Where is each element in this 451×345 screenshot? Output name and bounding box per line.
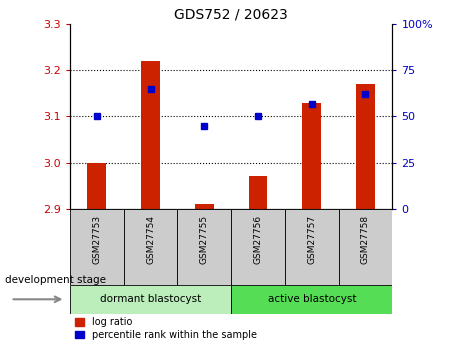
Bar [70,209,124,285]
Title: GDS752 / 20623: GDS752 / 20623 [174,8,288,22]
Text: dormant blastocyst: dormant blastocyst [100,294,201,304]
Text: GSM27754: GSM27754 [146,215,155,264]
Bar [87,162,106,209]
Text: GSM27758: GSM27758 [361,215,370,264]
Bar [231,209,285,285]
Text: active blastocyst: active blastocyst [267,294,356,304]
Text: development stage: development stage [5,275,106,285]
Bar [124,209,177,285]
Legend: log ratio, percentile rank within the sample: log ratio, percentile rank within the sa… [75,317,257,340]
Bar [141,61,160,209]
Text: GSM27753: GSM27753 [92,215,101,264]
Text: GSM27757: GSM27757 [307,215,316,264]
Bar [339,209,392,285]
Text: GSM27755: GSM27755 [200,215,209,264]
Bar [231,285,392,314]
Bar [177,209,231,285]
Bar [302,102,321,209]
Bar [249,176,267,209]
Bar [195,204,214,209]
Text: GSM27756: GSM27756 [253,215,262,264]
Bar [285,209,339,285]
Bar [70,285,231,314]
Bar [356,84,375,209]
